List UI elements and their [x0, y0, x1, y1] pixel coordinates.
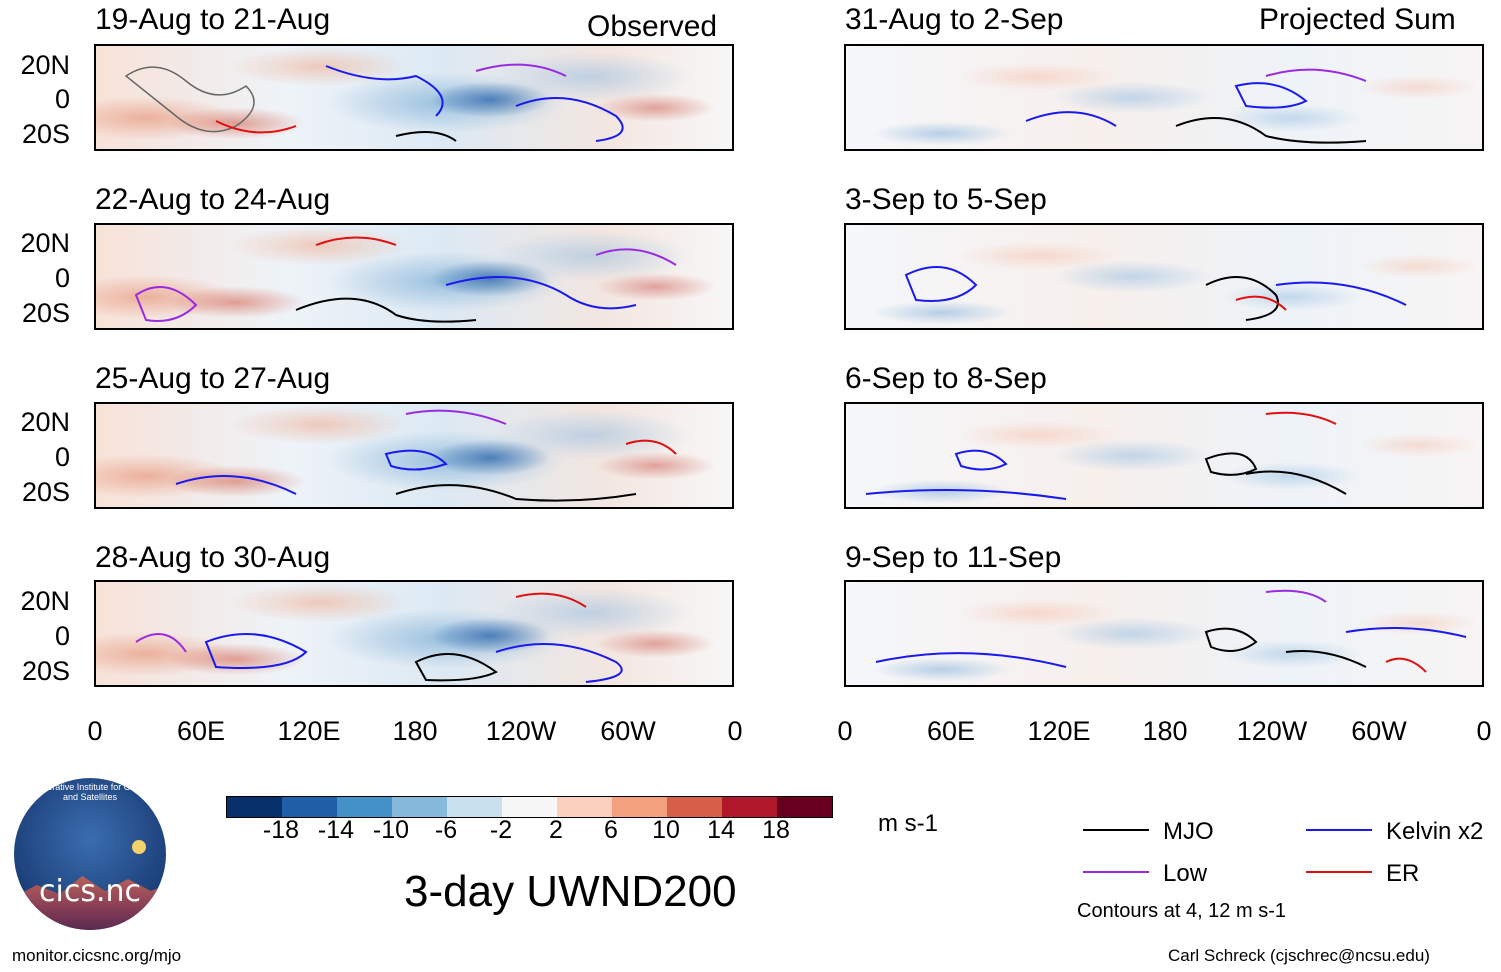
colorbar-tick: 14 — [707, 816, 735, 844]
colorbar-tick: -6 — [434, 816, 458, 844]
panel-title: 19-Aug to 21-Aug — [95, 3, 331, 36]
colorbar-tick: 10 — [652, 816, 680, 844]
lat-label-20n: 20N — [20, 50, 70, 80]
observed-map-panel — [94, 580, 734, 687]
projected-map-panel — [844, 402, 1484, 509]
observed-header: Observed — [587, 10, 718, 43]
lat-label-20s: 20S — [21, 119, 70, 149]
colorbar-tick: 18 — [762, 816, 790, 844]
colorbar-units: m s-1 — [878, 810, 938, 837]
colorbar-tick: 2 — [549, 816, 563, 844]
colorbar-tick: -14 — [317, 816, 355, 844]
projected-map-panel — [844, 580, 1484, 687]
colorbar-swatch — [392, 797, 447, 817]
cics-logo: Cooperative Institute for Climate and Sa… — [14, 778, 166, 930]
lon-label: 180 — [1142, 716, 1188, 746]
colorbar-tick: -10 — [372, 816, 410, 844]
observed-map-panel — [94, 223, 734, 330]
colorbar-swatch — [777, 797, 832, 817]
lon-label: 60W — [600, 716, 656, 746]
legend-label-low: Low — [1163, 860, 1208, 887]
logo-text: cics.nc — [39, 874, 141, 909]
legend-label-kelvin: Kelvin x2 — [1386, 818, 1484, 845]
colorbar-swatch — [337, 797, 392, 817]
observed-map-panel — [94, 402, 734, 509]
projected-map-panel — [844, 223, 1484, 330]
lon-label: 120E — [1027, 716, 1091, 746]
logo-arc-text: Cooperative Institute for Climate and Sa… — [25, 782, 155, 802]
lat-label-20n: 20N — [20, 407, 70, 437]
legend-line-kelvin — [1306, 829, 1372, 831]
lat-label-20s: 20S — [21, 477, 70, 507]
projected-header: Projected Sum — [1259, 3, 1456, 36]
lat-label-eq: 0 — [54, 84, 70, 114]
colorbar-tick: 6 — [604, 816, 618, 844]
lat-label-20n: 20N — [20, 586, 70, 616]
colorbar-swatch — [447, 797, 502, 817]
lat-label-eq: 0 — [54, 263, 70, 293]
colorbar-swatch — [227, 797, 282, 817]
colorbar-tick: -2 — [489, 816, 513, 844]
colorbar — [226, 796, 833, 818]
lon-label: 60W — [1351, 716, 1407, 746]
lon-label: 0 — [1476, 716, 1492, 746]
colorbar-swatch — [557, 797, 612, 817]
lat-label-20s: 20S — [21, 298, 70, 328]
lat-label-eq: 0 — [54, 621, 70, 651]
footer-credit: Carl Schreck (cjschrec@ncsu.edu) — [1168, 946, 1430, 965]
panel-title: 31-Aug to 2-Sep — [845, 3, 1064, 36]
footer-url: monitor.cicsnc.org/mjo — [12, 946, 182, 965]
panel-title: 25-Aug to 27-Aug — [95, 362, 331, 395]
colorbar-tick: -18 — [262, 816, 300, 844]
lon-label: 120W — [485, 716, 557, 746]
panel-title: 3-Sep to 5-Sep — [845, 183, 1047, 216]
lat-label-20s: 20S — [21, 656, 70, 686]
legend-label-mjo: MJO — [1163, 818, 1214, 845]
legend-line-mjo — [1083, 829, 1149, 831]
panel-title: 22-Aug to 24-Aug — [95, 183, 331, 216]
lon-label: 0 — [87, 716, 103, 746]
lat-label-eq: 0 — [54, 442, 70, 472]
observed-map-panel — [94, 44, 734, 151]
lon-label: 0 — [837, 716, 853, 746]
panel-title: 6-Sep to 8-Sep — [845, 362, 1047, 395]
colorbar-swatch — [282, 797, 337, 817]
sun-icon — [132, 840, 146, 854]
panel-title: 28-Aug to 30-Aug — [95, 541, 331, 574]
lon-label: 0 — [727, 716, 743, 746]
colorbar-swatch — [722, 797, 777, 817]
panel-title: 9-Sep to 11-Sep — [845, 541, 1062, 574]
projected-map-panel — [844, 44, 1484, 151]
colorbar-swatch — [612, 797, 667, 817]
legend-label-er: ER — [1386, 860, 1420, 887]
colorbar-swatch — [502, 797, 557, 817]
lon-label: 60E — [926, 716, 976, 746]
main-title: 3-day UWND200 — [404, 867, 737, 916]
lon-label: 120W — [1236, 716, 1308, 746]
legend-line-er — [1306, 871, 1372, 873]
contour-note: Contours at 4, 12 m s-1 — [1077, 900, 1286, 922]
lon-label: 60E — [176, 716, 226, 746]
colorbar-swatch — [667, 797, 722, 817]
lat-label-20n: 20N — [20, 228, 70, 258]
lon-label: 120E — [277, 716, 341, 746]
legend-line-low — [1083, 871, 1149, 873]
lon-label: 180 — [392, 716, 438, 746]
